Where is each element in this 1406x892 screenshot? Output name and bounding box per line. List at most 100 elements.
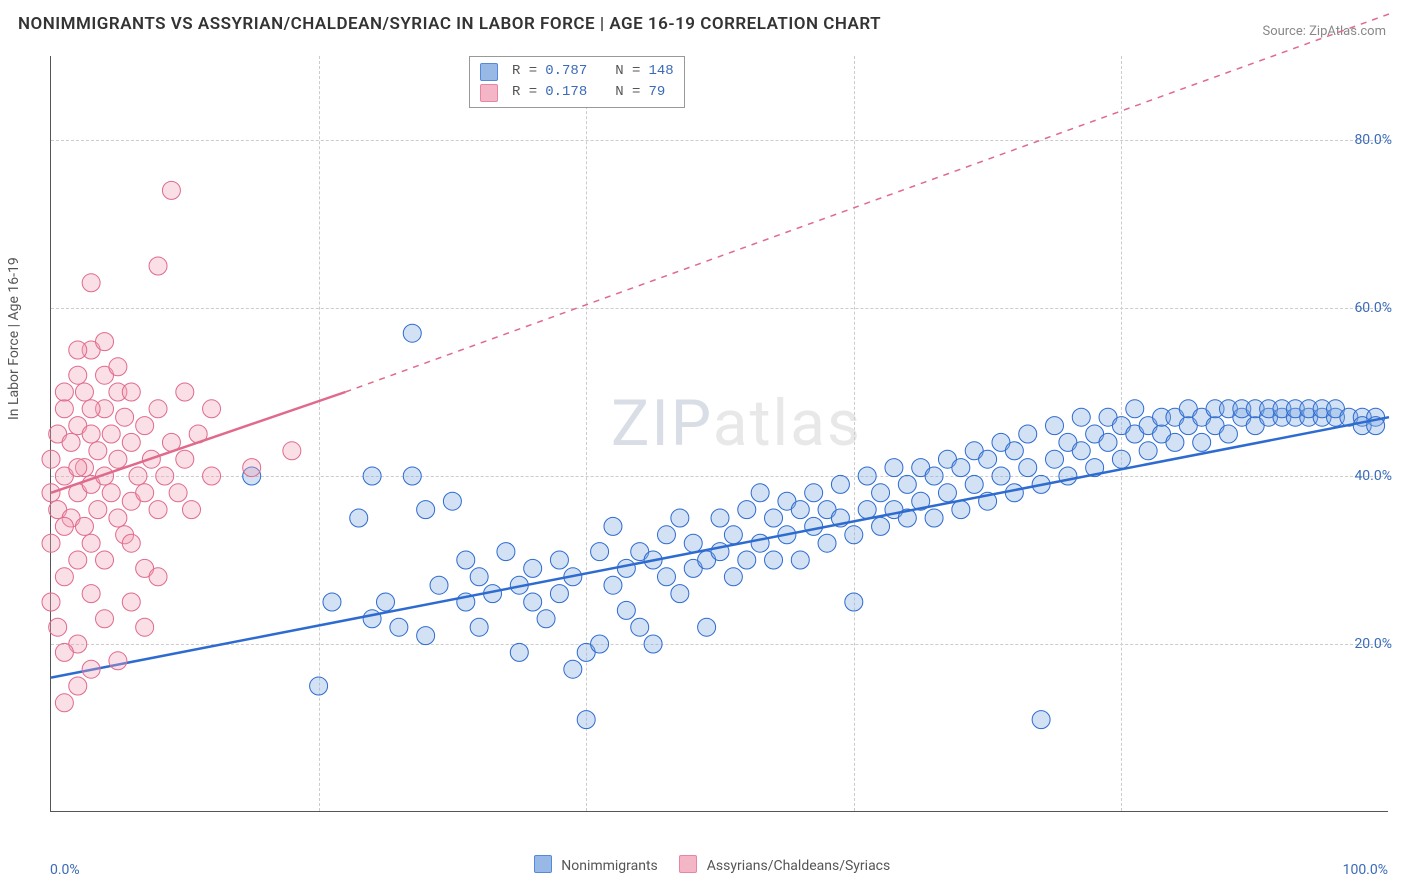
- scatter-point: [510, 643, 528, 661]
- y-tick-label: 80.0%: [1354, 132, 1392, 148]
- scatter-point: [55, 568, 73, 586]
- scatter-point: [657, 568, 675, 586]
- plot-area: ZIPatlas R = 0.787 N = 148 R = 0.178 N =…: [50, 56, 1388, 812]
- scatter-point: [116, 408, 134, 426]
- scatter-point: [617, 559, 635, 577]
- scatter-point: [965, 475, 983, 493]
- scatter-point: [55, 400, 73, 418]
- scatter-point: [69, 341, 87, 359]
- scatter-point: [149, 400, 167, 418]
- legend-row-2: R = 0.178 N = 79: [480, 82, 674, 103]
- scatter-point: [1139, 442, 1157, 460]
- scatter-point: [69, 677, 87, 695]
- scatter-point: [845, 526, 863, 544]
- scatter-point: [550, 585, 568, 603]
- legend-r-label-2: R =: [512, 82, 537, 103]
- scatter-point: [765, 551, 783, 569]
- scatter-point: [524, 593, 542, 611]
- source-label: Source: ZipAtlas.com: [1262, 24, 1386, 39]
- y-tick-label: 60.0%: [1354, 300, 1392, 316]
- scatter-point: [898, 475, 916, 493]
- scatter-point: [738, 501, 756, 519]
- scatter-point: [1005, 484, 1023, 502]
- scatter-point: [82, 534, 100, 552]
- scatter-point: [417, 627, 435, 645]
- scatter-point: [577, 711, 595, 729]
- scatter-point: [1126, 400, 1144, 418]
- scatter-point: [122, 534, 140, 552]
- chart-title: NONIMMIGRANTS VS ASSYRIAN/CHALDEAN/SYRIA…: [18, 14, 881, 34]
- scatter-point: [243, 459, 261, 477]
- scatter-point: [952, 501, 970, 519]
- scatter-point: [55, 643, 73, 661]
- scatter-point: [671, 585, 689, 603]
- scatter-point: [149, 568, 167, 586]
- scatter-point: [604, 517, 622, 535]
- scatter-point: [283, 442, 301, 460]
- scatter-point: [69, 459, 87, 477]
- scatter-point: [751, 534, 769, 552]
- scatter-point: [979, 450, 997, 468]
- scatter-point: [350, 509, 368, 527]
- legend-n-label-1: N =: [615, 61, 640, 82]
- legend-bottom-swatch-2: [679, 855, 697, 873]
- scatter-point: [323, 593, 341, 611]
- scatter-point: [1046, 450, 1064, 468]
- scatter-point: [203, 467, 221, 485]
- scatter-point: [182, 501, 200, 519]
- scatter-point: [69, 366, 87, 384]
- scatter-point: [470, 568, 488, 586]
- scatter-point: [82, 585, 100, 603]
- scatter-point: [671, 509, 689, 527]
- series-legend: Nonimmigrants Assyrians/Chaldeans/Syriac…: [0, 855, 1406, 874]
- scatter-point: [992, 467, 1010, 485]
- scatter-point: [872, 484, 890, 502]
- legend-bottom-label-1: Nonimmigrants: [561, 858, 658, 874]
- legend-n-label-2: N =: [615, 82, 640, 103]
- scatter-point: [310, 677, 328, 695]
- scatter-point: [403, 467, 421, 485]
- scatter-point: [925, 509, 943, 527]
- scatter-point: [109, 450, 127, 468]
- scatter-point: [751, 484, 769, 502]
- scatter-point: [1193, 433, 1211, 451]
- scatter-point: [550, 551, 568, 569]
- scatter-point: [42, 593, 60, 611]
- scatter-point: [122, 383, 140, 401]
- scatter-point: [176, 450, 194, 468]
- chart-svg: [51, 56, 1388, 811]
- scatter-point: [805, 517, 823, 535]
- scatter-point: [149, 501, 167, 519]
- correlation-legend: R = 0.787 N = 148 R = 0.178 N = 79: [469, 56, 685, 108]
- scatter-point: [42, 534, 60, 552]
- scatter-point: [109, 509, 127, 527]
- scatter-point: [858, 467, 876, 485]
- scatter-point: [724, 526, 742, 544]
- scatter-point: [1072, 442, 1090, 460]
- y-tick-label: 40.0%: [1354, 468, 1392, 484]
- scatter-point: [872, 517, 890, 535]
- scatter-point: [1072, 408, 1090, 426]
- scatter-point: [390, 618, 408, 636]
- legend-swatch-2: [480, 84, 498, 102]
- scatter-point: [403, 324, 421, 342]
- scatter-point: [89, 442, 107, 460]
- scatter-point: [952, 459, 970, 477]
- scatter-point: [42, 450, 60, 468]
- scatter-point: [96, 333, 114, 351]
- legend-bottom-label-2: Assyrians/Chaldeans/Syriacs: [707, 858, 890, 874]
- scatter-point: [1059, 467, 1077, 485]
- scatter-point: [96, 551, 114, 569]
- scatter-point: [82, 274, 100, 292]
- scatter-point: [62, 433, 80, 451]
- scatter-point: [109, 358, 127, 376]
- scatter-point: [75, 517, 93, 535]
- scatter-point: [938, 484, 956, 502]
- legend-row-1: R = 0.787 N = 148: [480, 61, 674, 82]
- scatter-point: [684, 534, 702, 552]
- scatter-point: [791, 551, 809, 569]
- scatter-point: [644, 635, 662, 653]
- scatter-point: [136, 484, 154, 502]
- y-axis-label: In Labor Force | Age 16-19: [6, 257, 22, 420]
- scatter-point: [698, 618, 716, 636]
